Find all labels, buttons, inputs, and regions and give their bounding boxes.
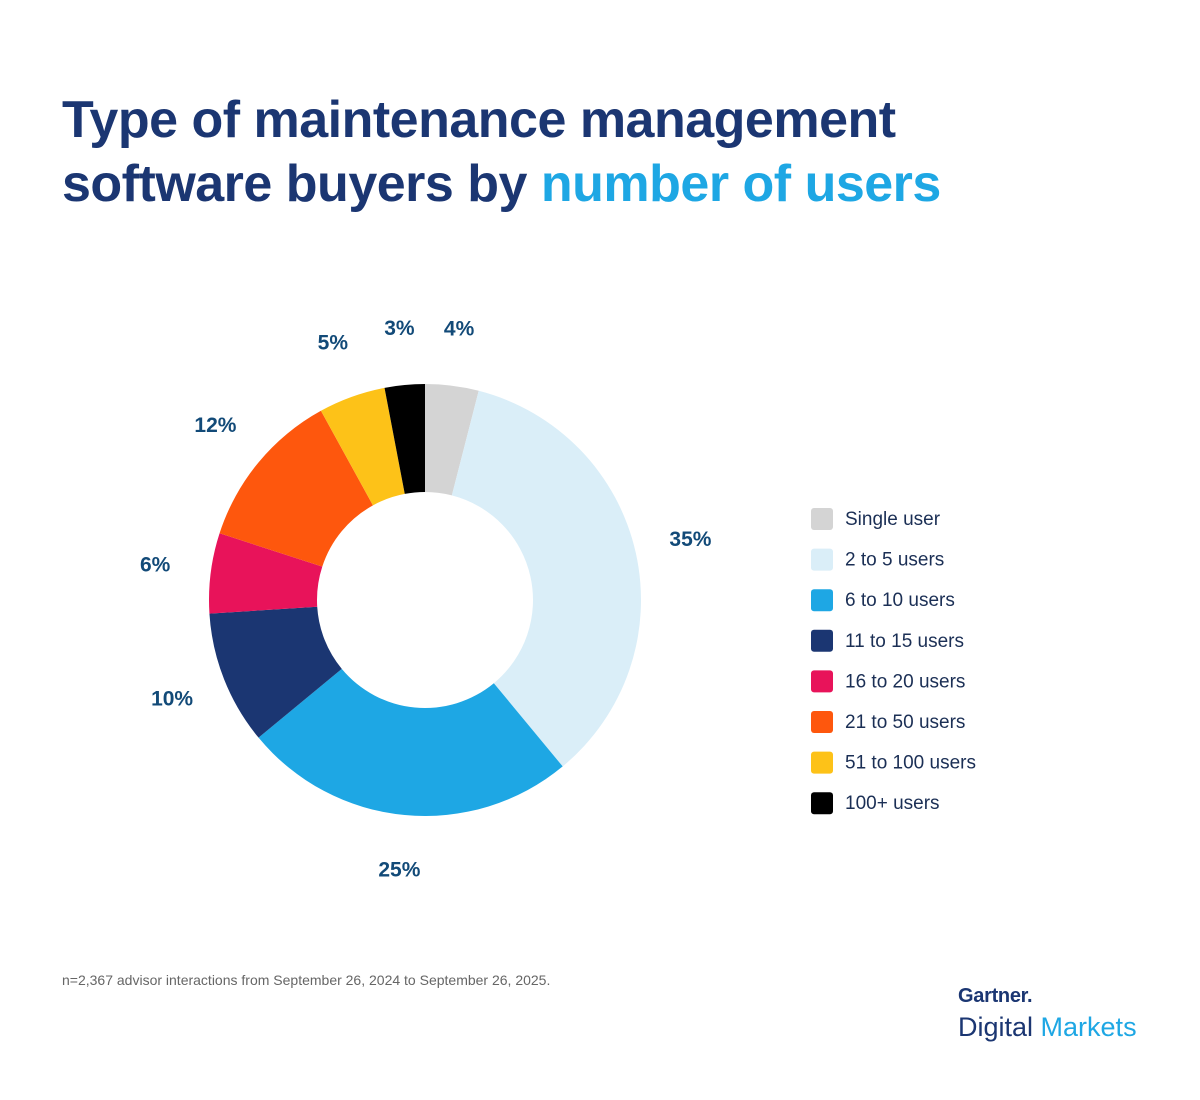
brand-product-highlight: Markets	[1040, 1012, 1137, 1042]
value-label: 10%	[151, 688, 193, 711]
brand-name: Gartner.	[958, 985, 1033, 1007]
footnote: n=2,367 advisor interactions from Septem…	[62, 972, 551, 988]
legend-label: 100+ users	[845, 793, 940, 814]
legend-swatch	[811, 548, 833, 571]
brand-product-text: Digital	[958, 1012, 1034, 1042]
brand-product: Digital Markets	[958, 1012, 1137, 1043]
donut-slice	[258, 668, 563, 816]
legend-swatch	[811, 508, 833, 530]
donut-slice	[384, 384, 425, 494]
value-label: 5%	[318, 332, 349, 355]
value-label: 25%	[378, 858, 420, 881]
title-text: Type of maintenance management software …	[62, 91, 896, 213]
value-label: 35%	[669, 528, 711, 551]
legend-label: 11 to 15 users	[845, 631, 964, 652]
donut-slice	[320, 387, 405, 506]
value-label: 6%	[140, 553, 171, 576]
legend-swatch	[811, 589, 833, 612]
value-label: 4%	[444, 318, 475, 341]
legend-label: 2 to 5 users	[845, 550, 944, 571]
chart-title: Type of maintenance management software …	[62, 88, 1042, 216]
legend-label: Single user	[845, 509, 941, 530]
value-label: 3%	[384, 317, 415, 340]
donut-slice	[209, 533, 323, 614]
legend-swatch	[811, 751, 833, 774]
brand-logo: Gartner. Digital Markets	[958, 985, 1137, 1043]
legend-swatch	[811, 711, 833, 733]
donut-slice	[425, 384, 479, 496]
legend-swatch	[811, 792, 833, 815]
legend-label: 21 to 50 users	[845, 712, 965, 733]
legend-swatch	[811, 670, 833, 693]
legend-label: 51 to 100 users	[845, 753, 976, 774]
donut-slice	[451, 390, 642, 767]
legend-label: 16 to 20 users	[845, 671, 965, 692]
donut-slice	[219, 410, 373, 567]
donut-slice	[209, 606, 342, 738]
legend-label: 6 to 10 users	[845, 590, 955, 611]
legend-swatch	[811, 629, 833, 652]
title-highlight: number of users	[540, 155, 941, 213]
value-label: 12%	[194, 414, 236, 437]
